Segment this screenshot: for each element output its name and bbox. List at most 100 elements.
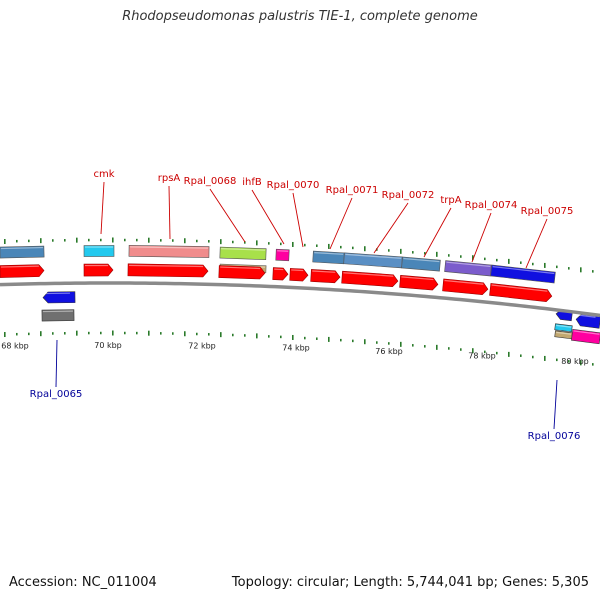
grid-dot <box>496 258 498 262</box>
grid-dot <box>364 246 366 252</box>
grid-dot <box>280 335 282 339</box>
feature-0077 <box>575 313 600 329</box>
grid-dot <box>220 239 222 245</box>
gene-label: ihfB <box>242 177 262 188</box>
grid-dot <box>316 244 318 247</box>
cds-arrow <box>310 269 341 284</box>
grid-dot <box>196 332 198 336</box>
grid-dot <box>388 249 390 252</box>
grid-dot <box>352 339 354 343</box>
grid-dot <box>244 334 246 337</box>
gene-label: Rpal_0068 <box>184 176 237 187</box>
grid-dot <box>88 331 90 335</box>
leader-line <box>329 197 353 250</box>
grid-dot <box>160 332 162 335</box>
leader-line <box>100 181 105 235</box>
cds-arrow <box>218 265 266 280</box>
grid-dot <box>28 239 30 243</box>
grid-dot <box>268 242 270 245</box>
gene-label: Rpal_0075 <box>521 206 574 217</box>
gene-label: Rpal_0074 <box>465 200 518 211</box>
axis-tick-label: 70 kbp <box>94 341 122 350</box>
accession-text: Accession: NC_011004 <box>9 575 157 590</box>
grid-dot <box>88 238 90 242</box>
grid-dot <box>592 363 594 366</box>
feature-0076-b <box>554 323 573 333</box>
grid-dot <box>232 240 234 244</box>
leader-line <box>209 188 246 243</box>
gene-labels: cmk rpsA Rpal_0068 ihfB Rpal_0070 Rpal_0071 Rp… <box>30 169 581 442</box>
feature-0068-a <box>219 246 267 261</box>
grid-dot <box>256 240 258 246</box>
grid-dot <box>52 332 54 335</box>
grid-dot <box>76 330 78 336</box>
gene-label: Rpal_0076 <box>528 431 581 442</box>
feature-0064 <box>0 245 45 259</box>
leader-line <box>423 207 452 258</box>
grid-dot <box>544 355 546 361</box>
grid-dot <box>568 267 570 270</box>
grid-dot <box>208 333 210 336</box>
grid-dot <box>496 351 498 355</box>
cds-arrow <box>272 267 289 281</box>
grid-dot <box>304 243 306 247</box>
grid-dot <box>124 331 126 335</box>
grid-dot <box>376 341 378 344</box>
grid-dot <box>136 238 138 242</box>
grid-dot <box>460 348 462 351</box>
cds-arrow <box>83 263 114 277</box>
genome-backbone <box>0 281 600 318</box>
grid-dot <box>592 270 594 273</box>
gene-label: Rpal_0070 <box>267 180 320 191</box>
grid-dot <box>268 335 270 338</box>
grid-dot <box>460 255 462 258</box>
grid-dot <box>112 237 114 243</box>
grid-dot <box>340 338 342 342</box>
grid-dot <box>172 239 174 242</box>
grid-dot <box>40 331 42 337</box>
feature-0075 <box>490 264 556 284</box>
gene-label: Rpal_0071 <box>326 185 379 196</box>
grid-dot <box>484 350 486 354</box>
grid-dot <box>148 237 150 243</box>
axis-tick-label: 76 kbp <box>375 347 403 356</box>
leader-line <box>168 185 171 240</box>
backbone-line <box>0 281 600 318</box>
feature-0065 <box>42 291 76 304</box>
grid-dot <box>4 332 6 338</box>
grid-dot <box>172 332 174 335</box>
leader-line <box>471 212 492 263</box>
grid-dot <box>52 239 54 242</box>
grid-dot <box>364 339 366 345</box>
grid-dot <box>448 347 450 350</box>
gene-label: rpsA <box>158 173 181 184</box>
grid-dot <box>328 243 330 249</box>
leader-line <box>553 379 558 430</box>
grid-dot <box>448 254 450 257</box>
grid-dot <box>184 238 186 244</box>
grid-dot <box>112 330 114 336</box>
cds-arrow <box>442 278 489 296</box>
axis-tick-label: 80 kbp <box>561 357 589 366</box>
grid-dot <box>196 239 198 243</box>
feature-trpA <box>401 256 441 272</box>
gene-features <box>0 245 600 345</box>
grid-dot <box>304 336 306 340</box>
grid-dot <box>64 239 66 242</box>
grid-dot <box>40 238 42 244</box>
grid-dot <box>208 240 210 243</box>
cds-arrow <box>0 264 45 278</box>
axis-tick-label: 78 kbp <box>468 351 496 360</box>
grid-dot <box>76 237 78 243</box>
cds-arrow <box>341 270 399 288</box>
grid-dot <box>352 246 354 250</box>
axis-tick-label: 74 kbp <box>282 344 310 353</box>
feature-0076-c <box>554 330 573 340</box>
gene-label: trpA <box>440 195 461 206</box>
grid-dot <box>568 360 570 363</box>
grid-dot <box>124 238 126 242</box>
grid-dot <box>580 360 582 366</box>
genome-summary-text: Topology: circular; Length: 5,744,041 bp… <box>231 575 589 590</box>
grid-dot <box>292 241 294 247</box>
label-leader-lines <box>55 181 558 430</box>
